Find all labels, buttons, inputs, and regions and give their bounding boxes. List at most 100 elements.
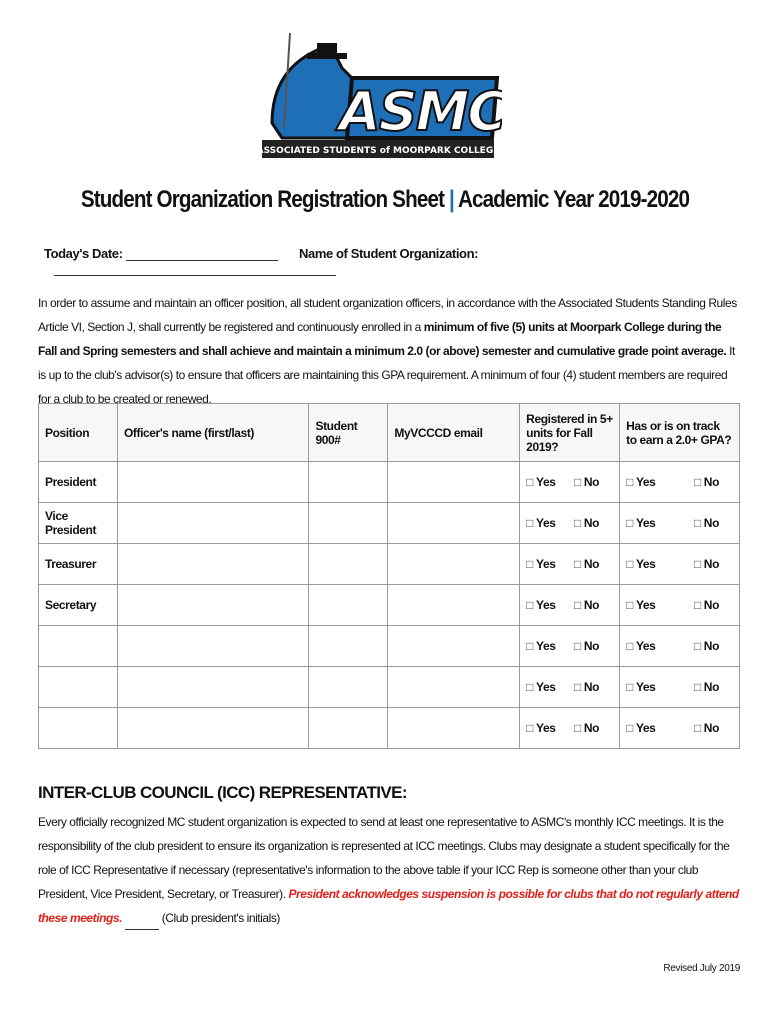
student-id-cell[interactable] <box>308 543 389 585</box>
no-checkbox[interactable]: □ No <box>693 557 719 571</box>
gpa-cell: □ Yes □ No <box>619 584 740 626</box>
org-name-field[interactable] <box>54 261 336 276</box>
yes-checkbox[interactable]: □ Yes <box>626 680 656 694</box>
svg-text:ASMC: ASMC <box>335 80 502 143</box>
gpa-cell: □ Yes □ No <box>619 625 740 667</box>
svg-text:ASSOCIATED STUDENTS of MOORPAR: ASSOCIATED STUDENTS of MOORPARK COLLEGE <box>262 146 499 156</box>
yes-checkbox[interactable]: □ Yes <box>626 516 656 530</box>
column-header: MyVCCCD email <box>387 403 521 462</box>
student-id-cell[interactable] <box>308 461 389 503</box>
registered-cell: □ Yes □ No <box>519 502 621 544</box>
yes-checkbox[interactable]: □ Yes <box>526 598 556 612</box>
yes-checkbox[interactable]: □ Yes <box>626 557 656 571</box>
no-checkbox[interactable]: □ No <box>693 680 719 694</box>
email-cell[interactable] <box>387 543 521 585</box>
email-cell[interactable] <box>387 584 521 626</box>
gpa-cell: □ Yes □ No <box>619 543 740 585</box>
yes-checkbox[interactable]: □ Yes <box>526 639 556 653</box>
registered-cell: □ Yes □ No <box>519 666 621 708</box>
org-name-label: Name of Student Organization: <box>299 246 479 261</box>
no-checkbox[interactable]: □ No <box>574 721 600 735</box>
yes-checkbox[interactable]: □ Yes <box>626 639 656 653</box>
registered-cell: □ Yes □ No <box>519 625 621 667</box>
no-checkbox[interactable]: □ No <box>574 516 600 530</box>
position-cell: President <box>38 461 118 503</box>
no-checkbox[interactable]: □ No <box>693 639 719 653</box>
asmc-logo: ASMC ASSOCIATED STUDENTS of MOORPARK COL… <box>257 28 510 158</box>
icc-heading: INTER-CLUB COUNCIL (ICC) REPRESENTATIVE: <box>38 783 407 802</box>
table-row: Secretary □ Yes □ No □ Yes □ No <box>38 584 740 626</box>
yes-checkbox[interactable]: □ Yes <box>626 475 656 489</box>
intro-paragraph: In order to assume and maintain an offic… <box>38 296 737 406</box>
yes-no-group: □ Yes □ No <box>526 516 613 530</box>
table-row: Treasurer □ Yes □ No □ Yes □ No <box>38 543 740 585</box>
student-id-cell[interactable] <box>308 707 389 749</box>
yes-no-group: □ Yes □ No <box>526 598 613 612</box>
yes-checkbox[interactable]: □ Yes <box>626 721 656 735</box>
officer-name-cell[interactable] <box>116 461 310 503</box>
date-label: Today's Date: <box>44 246 123 261</box>
yes-no-group: □ Yes □ No <box>626 516 733 530</box>
no-checkbox[interactable]: □ No <box>574 639 600 653</box>
yes-no-group: □ Yes □ No <box>526 475 613 489</box>
email-cell[interactable] <box>387 461 521 503</box>
yes-no-group: □ Yes □ No <box>626 680 733 694</box>
email-cell[interactable] <box>387 502 521 544</box>
position-cell: Secretary <box>38 584 118 626</box>
date-field[interactable] <box>125 246 278 261</box>
yes-no-group: □ Yes □ No <box>626 639 733 653</box>
registered-cell: □ Yes □ No <box>519 461 621 503</box>
student-id-cell[interactable] <box>308 502 389 544</box>
no-checkbox[interactable]: □ No <box>574 680 600 694</box>
yes-no-group: □ Yes □ No <box>626 475 733 489</box>
column-header: Registered in 5+ units for Fall 2019? <box>519 403 621 462</box>
no-checkbox[interactable]: □ No <box>693 721 719 735</box>
officer-name-cell[interactable] <box>116 502 310 544</box>
officer-name-cell[interactable] <box>116 666 310 708</box>
table-row: □ Yes □ No □ Yes □ No <box>38 707 740 749</box>
revised-date: Revised July 2019 <box>663 963 740 974</box>
header-fields: Today's Date: Name of Student Organizati… <box>44 246 770 276</box>
gpa-cell: □ Yes □ No <box>619 502 740 544</box>
no-checkbox[interactable]: □ No <box>693 516 719 530</box>
student-id-cell[interactable] <box>308 584 389 626</box>
officer-name-cell[interactable] <box>116 584 310 626</box>
officer-name-cell[interactable] <box>116 625 310 667</box>
position-cell: Vice President <box>38 502 118 544</box>
yes-no-group: □ Yes □ No <box>626 721 733 735</box>
yes-checkbox[interactable]: □ Yes <box>526 721 556 735</box>
yes-checkbox[interactable]: □ Yes <box>526 680 556 694</box>
gpa-cell: □ Yes □ No <box>619 461 740 503</box>
officer-name-cell[interactable] <box>116 707 310 749</box>
student-id-cell[interactable] <box>308 625 389 667</box>
email-cell[interactable] <box>387 625 521 667</box>
no-checkbox[interactable]: □ No <box>574 598 600 612</box>
email-cell[interactable] <box>387 707 521 749</box>
yes-checkbox[interactable]: □ Yes <box>626 598 656 612</box>
table-row: □ Yes □ No □ Yes □ No <box>38 666 740 708</box>
registered-cell: □ Yes □ No <box>519 584 621 626</box>
yes-no-group: □ Yes □ No <box>626 557 733 571</box>
email-cell[interactable] <box>387 666 521 708</box>
yes-no-group: □ Yes □ No <box>526 680 613 694</box>
yes-checkbox[interactable]: □ Yes <box>526 475 556 489</box>
yes-checkbox[interactable]: □ Yes <box>526 557 556 571</box>
gpa-cell: □ Yes □ No <box>619 666 740 708</box>
no-checkbox[interactable]: □ No <box>574 557 600 571</box>
student-id-cell[interactable] <box>308 666 389 708</box>
position-cell <box>38 625 118 667</box>
no-checkbox[interactable]: □ No <box>574 475 600 489</box>
initials-field[interactable] <box>124 917 159 930</box>
officer-table: Position Officer's name (first/last) Stude… <box>38 403 740 749</box>
yes-checkbox[interactable]: □ Yes <box>526 516 556 530</box>
gpa-cell: □ Yes □ No <box>619 707 740 749</box>
yes-no-group: □ Yes □ No <box>526 639 613 653</box>
no-checkbox[interactable]: □ No <box>693 475 719 489</box>
officer-name-cell[interactable] <box>116 543 310 585</box>
position-cell: Treasurer <box>38 543 118 585</box>
column-header: Student 900# <box>308 403 389 462</box>
no-checkbox[interactable]: □ No <box>693 598 719 612</box>
position-cell <box>38 707 118 749</box>
icc-paragraph: Every officially recognized MC student o… <box>38 810 742 930</box>
table-row: Vice President □ Yes □ No □ Yes □ No <box>38 502 740 544</box>
